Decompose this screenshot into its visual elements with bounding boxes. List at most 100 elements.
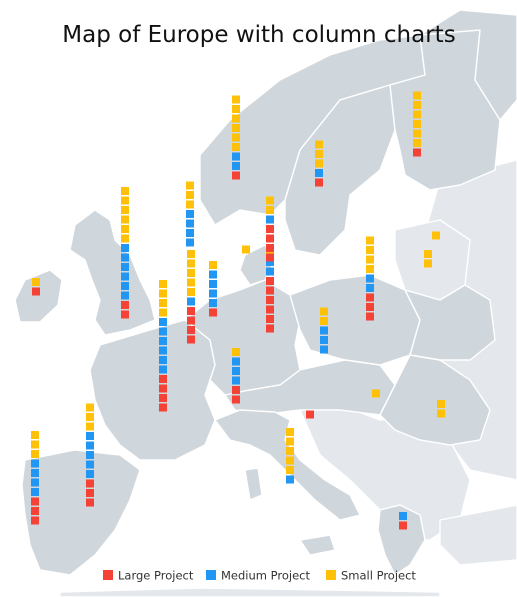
column-8-large-square xyxy=(31,516,39,525)
column-20-small-square xyxy=(432,231,440,240)
column-4-small-square xyxy=(159,289,167,298)
legend-label-3[interactable]: Small Project xyxy=(341,569,416,583)
column-4-medium-square xyxy=(159,337,167,345)
column-7-large-square xyxy=(86,498,94,507)
column-17-small-square xyxy=(315,140,323,149)
column-17-small-square xyxy=(315,150,323,158)
column-8-large-square xyxy=(31,507,39,515)
column-4-medium-square xyxy=(159,318,167,326)
column-12-large-square xyxy=(266,296,274,304)
column-3-small-square xyxy=(187,259,195,268)
column-3-small-square xyxy=(187,288,195,296)
sweden-shape xyxy=(284,84,396,256)
legend: Large Project Medium Project Small Project xyxy=(103,569,416,583)
column-8-medium-square xyxy=(31,469,39,477)
column-24-small-square xyxy=(413,129,421,138)
column-10-small-square xyxy=(232,114,240,123)
north-africa-region xyxy=(59,587,441,597)
column-5-small-square xyxy=(186,181,194,190)
column-2-medium-square xyxy=(121,272,129,281)
column-3-small-square xyxy=(187,269,195,277)
column-13-large-square xyxy=(266,225,274,233)
column-12-small-square xyxy=(266,248,274,257)
legend-swatch-1[interactable] xyxy=(103,570,113,580)
column-8-medium-square xyxy=(31,488,39,496)
column-4-medium-square xyxy=(159,327,167,336)
column-4-large-square xyxy=(159,384,167,393)
column-2-small-square xyxy=(121,225,129,233)
column-2-medium-square xyxy=(121,291,129,300)
column-9-medium-square xyxy=(232,376,240,385)
column-17-medium-square xyxy=(315,169,323,177)
italy-shape xyxy=(213,409,362,521)
column-24-small-square xyxy=(413,139,421,147)
column-10-small-square xyxy=(232,124,240,132)
column-2-small-square xyxy=(121,206,129,214)
iberia-shape xyxy=(21,449,141,576)
legend-swatch-3[interactable] xyxy=(326,570,336,580)
column-7-small-square xyxy=(86,422,94,431)
column-2-small-square xyxy=(121,187,129,195)
column-10-medium-square xyxy=(232,162,240,170)
legend-swatch-2[interactable] xyxy=(206,570,216,580)
column-10-small-square xyxy=(232,143,240,151)
column-4-medium-square xyxy=(159,346,167,355)
greece-shape xyxy=(377,504,426,577)
column-10-large-square xyxy=(232,171,240,180)
column-21-small-square xyxy=(424,259,432,268)
column-5-medium-square xyxy=(186,219,194,228)
column-18-small-square xyxy=(366,255,374,264)
column-4-large-square xyxy=(159,375,167,383)
column-16-small-square xyxy=(286,456,294,465)
column-4-small-square xyxy=(159,280,167,288)
column-3-large-square xyxy=(187,316,195,325)
column-2-medium-square xyxy=(121,282,129,290)
column-2-large-square xyxy=(121,301,129,309)
column-13-large-square xyxy=(266,244,274,252)
column-5-medium-square xyxy=(186,210,194,218)
column-16-small-square xyxy=(286,428,294,436)
column-9-large-square xyxy=(232,395,240,404)
column-2-small-square xyxy=(121,196,129,205)
column-9-medium-square xyxy=(232,357,240,366)
column-4-medium-square xyxy=(159,365,167,374)
column-24-small-square xyxy=(413,110,421,119)
column-7-small-square xyxy=(86,413,94,421)
legend-label-2[interactable]: Medium Project xyxy=(221,569,310,583)
column-18-medium-square xyxy=(366,284,374,292)
column-24-small-square xyxy=(413,120,421,128)
column-8-large-square xyxy=(31,497,39,506)
column-4-small-square xyxy=(159,308,167,317)
column-22-small-square xyxy=(437,400,445,408)
column-17-large-square xyxy=(315,178,323,187)
column-2-large-square xyxy=(121,310,129,319)
ireland-shape xyxy=(14,269,63,323)
column-24-large-square xyxy=(413,148,421,157)
column-8-medium-square xyxy=(31,478,39,487)
column-4-large-square xyxy=(159,403,167,412)
column-1-large-square xyxy=(32,287,40,296)
column-2-medium-square xyxy=(121,253,129,262)
column-2-small-square xyxy=(121,234,129,243)
chart-title: Map of Europe with column charts xyxy=(62,22,455,48)
sicily-shape xyxy=(298,534,336,556)
column-18-small-square xyxy=(366,236,374,245)
column-15-small-square xyxy=(320,317,328,325)
column-24-small-square xyxy=(413,91,421,100)
column-21-small-square xyxy=(424,250,432,258)
column-12-large-square xyxy=(266,305,274,314)
belarus-shape xyxy=(403,284,496,361)
column-3-large-square xyxy=(187,326,195,334)
column-10-small-square xyxy=(232,133,240,142)
map-background xyxy=(14,9,517,597)
column-7-small-square xyxy=(86,403,94,412)
column-13-small-square xyxy=(266,206,274,214)
legend-label-1[interactable]: Large Project xyxy=(118,569,194,583)
column-13-medium-square xyxy=(266,215,274,224)
column-16-small-square xyxy=(286,437,294,446)
column-6-medium-square xyxy=(209,299,217,307)
column-12-medium-square xyxy=(266,267,274,276)
column-2-medium-square xyxy=(121,263,129,271)
column-7-large-square xyxy=(86,479,94,488)
